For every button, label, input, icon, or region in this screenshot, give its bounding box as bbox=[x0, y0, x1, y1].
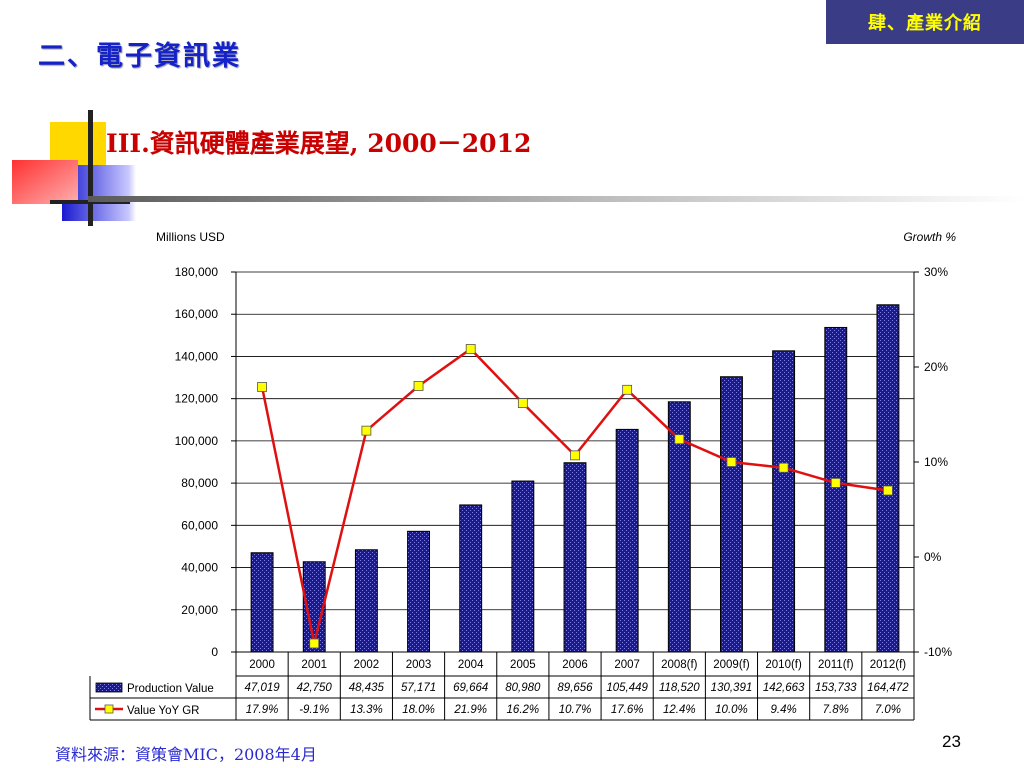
point-yoy-growth bbox=[517, 398, 528, 409]
point-yoy-growth bbox=[778, 462, 789, 473]
bar-production-value bbox=[876, 304, 900, 653]
y-tick-label: 100,000 bbox=[175, 434, 219, 448]
x-tick-label: 2005 bbox=[510, 659, 536, 671]
data-label-growth: -9.1% bbox=[299, 704, 329, 716]
x-tick-label: 2012(f) bbox=[870, 659, 907, 671]
point-yoy-growth bbox=[361, 425, 372, 436]
data-label-growth: 17.6% bbox=[611, 704, 644, 716]
point-yoy-growth bbox=[726, 457, 737, 467]
data-label-growth: 7.0% bbox=[875, 704, 901, 716]
y-tick-label: 20,000 bbox=[181, 603, 218, 617]
data-label-growth: 10.0% bbox=[715, 704, 748, 716]
y2-tick-label: 30% bbox=[924, 265, 948, 279]
y2-tick-label: 10% bbox=[924, 455, 948, 469]
data-label-growth: 9.4% bbox=[771, 704, 797, 716]
data-label-production: 118,520 bbox=[659, 682, 700, 694]
deco-vertical-rule bbox=[88, 110, 93, 226]
legend-label-production: Production Value bbox=[127, 683, 214, 695]
data-label-production: 48,435 bbox=[349, 682, 385, 694]
point-yoy-growth bbox=[465, 344, 476, 354]
y-tick-label: 80,000 bbox=[181, 476, 218, 490]
point-yoy-growth bbox=[413, 381, 424, 391]
point-yoy-growth bbox=[830, 477, 841, 488]
bar-production-value bbox=[615, 428, 639, 653]
x-tick-label: 2010(f) bbox=[765, 659, 802, 671]
x-tick-label: 2002 bbox=[354, 659, 380, 671]
data-label-production: 89,656 bbox=[557, 682, 593, 694]
y2-tick-label: -10% bbox=[924, 645, 952, 659]
y-axis-title: Millions USD bbox=[156, 230, 225, 244]
yoy-growth-line bbox=[257, 344, 893, 649]
data-label-production: 130,391 bbox=[711, 682, 753, 694]
legend-key-growth-marker bbox=[104, 704, 114, 714]
data-label-production: 47,019 bbox=[244, 682, 280, 694]
data-table: 2000 47,019 17.9% 2001 42,750 -9.1% 2002 48,435… bbox=[89, 652, 915, 721]
y2-tick-label: 20% bbox=[924, 360, 948, 374]
data-label-production: 57,171 bbox=[401, 682, 436, 694]
point-yoy-growth bbox=[257, 382, 267, 392]
x-tick-label: 2000 bbox=[249, 659, 275, 671]
chart-axes: 0 20,000 40,000 60,000 80,000 100,000 120,000 1… bbox=[156, 230, 956, 659]
point-yoy-growth bbox=[622, 384, 633, 395]
y-tick-label: 180,000 bbox=[175, 265, 219, 279]
bar-production-value bbox=[720, 376, 743, 653]
bar-production-value bbox=[459, 504, 483, 653]
data-label-growth: 13.3% bbox=[350, 704, 383, 716]
x-tick-label: 2004 bbox=[458, 659, 484, 671]
page-title: 二、電子資訊業 bbox=[38, 41, 241, 72]
y-tick-label: 120,000 bbox=[175, 392, 219, 406]
data-label-growth: 17.9% bbox=[246, 704, 279, 716]
deco-horizontal-rule bbox=[50, 200, 130, 204]
bar-production-value bbox=[772, 350, 796, 653]
y-tick-label: 0 bbox=[211, 645, 218, 659]
bar-production-value bbox=[511, 480, 535, 653]
data-label-production: 80,980 bbox=[505, 682, 541, 694]
bar-production-value bbox=[407, 530, 430, 653]
data-label-growth: 12.4% bbox=[663, 704, 696, 716]
bar-production-value bbox=[563, 462, 587, 653]
y-tick-label: 140,000 bbox=[175, 349, 219, 363]
data-label-production: 153,733 bbox=[815, 682, 857, 694]
data-label-production: 105,449 bbox=[606, 682, 648, 694]
legend-key-production bbox=[95, 682, 123, 693]
page-number: 23 bbox=[942, 732, 961, 751]
data-label-growth: 18.0% bbox=[402, 704, 435, 716]
x-tick-label: 2006 bbox=[562, 659, 588, 671]
y2-axis-title: Growth % bbox=[903, 230, 956, 244]
data-label-production: 164,472 bbox=[867, 682, 909, 694]
title-underline bbox=[88, 196, 1024, 202]
bar-production-value bbox=[824, 326, 848, 653]
y-tick-label: 60,000 bbox=[181, 518, 218, 532]
x-tick-label: 2009(f) bbox=[713, 659, 750, 671]
data-label-production: 42,750 bbox=[297, 682, 333, 694]
data-label-production: 142,663 bbox=[763, 682, 805, 694]
data-label-growth: 16.2% bbox=[507, 704, 540, 716]
bar-production-value bbox=[354, 549, 378, 653]
y-tick-label: 160,000 bbox=[175, 307, 219, 321]
section-subtitle: III.資訊硬體產業展望, 2000－2012 bbox=[106, 129, 532, 158]
y2-tick-label: 0% bbox=[924, 550, 942, 564]
data-label-growth: 21.9% bbox=[453, 704, 487, 716]
x-tick-label: 2011(f) bbox=[818, 659, 854, 671]
bar-production-value bbox=[250, 552, 274, 653]
data-label-production: 69,664 bbox=[453, 682, 488, 694]
legend-label-growth: Value YoY GR bbox=[127, 705, 199, 717]
point-yoy-growth bbox=[309, 638, 320, 649]
data-label-growth: 7.8% bbox=[823, 704, 849, 716]
point-yoy-growth bbox=[674, 434, 685, 445]
section-badge: 肆、產業介紹 bbox=[826, 0, 1024, 44]
point-yoy-growth bbox=[570, 450, 580, 461]
production-value-bars bbox=[250, 304, 900, 653]
source-note: 資料來源：資策會MIC，2008年4月 bbox=[55, 745, 317, 764]
x-tick-label: 2001 bbox=[301, 659, 327, 671]
x-tick-label: 2008(f) bbox=[661, 659, 698, 671]
deco-red-square bbox=[12, 160, 78, 204]
point-yoy-growth bbox=[883, 485, 893, 496]
x-tick-label: 2003 bbox=[406, 659, 432, 671]
data-label-growth: 10.7% bbox=[559, 704, 592, 716]
x-tick-label: 2007 bbox=[614, 659, 640, 671]
y-tick-label: 40,000 bbox=[181, 561, 218, 575]
